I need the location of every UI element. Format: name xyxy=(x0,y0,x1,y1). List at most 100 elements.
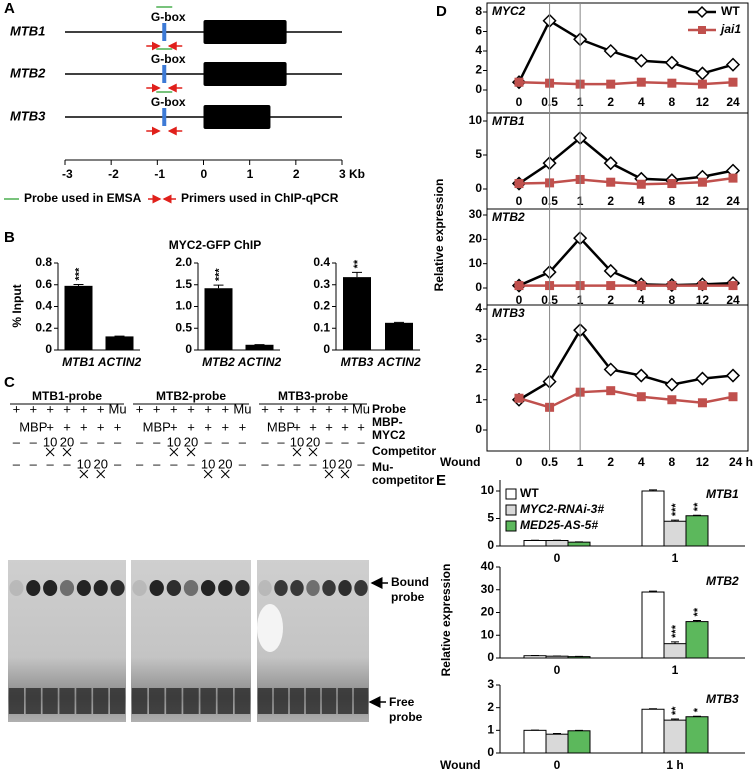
error-bar xyxy=(352,271,362,278)
marker xyxy=(606,177,616,187)
x-tick-label: 3 Kb xyxy=(339,167,365,181)
lane-cell: + xyxy=(13,401,21,416)
bar xyxy=(523,655,547,659)
lane-cell: – xyxy=(277,456,285,471)
marker xyxy=(697,79,707,89)
marker xyxy=(728,392,738,402)
chart-title: MYC2 xyxy=(492,4,526,18)
lane-cell: – xyxy=(239,456,247,471)
lane-cell: + xyxy=(187,419,195,434)
x-tick-label: 2 xyxy=(607,95,614,109)
bar xyxy=(641,591,665,659)
bar xyxy=(685,515,709,547)
x-tick-label: 1 xyxy=(672,663,679,677)
marker xyxy=(634,368,649,383)
significance: ** xyxy=(692,502,704,511)
bound-band xyxy=(76,580,91,596)
bound-band xyxy=(9,580,24,596)
gbox-label: G-box xyxy=(151,52,186,66)
x-tick-label: 4 xyxy=(638,194,645,208)
panel-label: D xyxy=(436,3,447,20)
lane-cell: – xyxy=(30,434,38,449)
y-axis-label: Relative expression xyxy=(439,564,453,677)
y-tick-label: 0 xyxy=(487,650,494,664)
lane-cell: + xyxy=(293,401,301,416)
marker xyxy=(667,395,677,405)
x-tick-label: 1 h xyxy=(666,758,683,772)
cross xyxy=(203,469,213,479)
free-band xyxy=(76,688,92,714)
free-band xyxy=(353,688,369,714)
marker xyxy=(664,55,679,70)
free-band xyxy=(273,688,289,714)
lane-cell: + xyxy=(97,419,105,434)
bar xyxy=(567,541,591,547)
lane-cell: Mu xyxy=(352,401,370,416)
bound-band xyxy=(43,580,58,596)
panel-label: B xyxy=(4,229,15,246)
lane-cell: + xyxy=(46,419,54,434)
legend-marker xyxy=(698,26,706,34)
marker xyxy=(603,362,618,377)
marker xyxy=(514,281,524,291)
plot-frame xyxy=(486,304,749,452)
lane-cell: + xyxy=(221,401,229,416)
bound-band xyxy=(26,580,41,596)
series-line xyxy=(518,327,734,401)
x-tick-label: 24 xyxy=(726,194,740,208)
free-band xyxy=(257,688,273,714)
bound-band xyxy=(149,580,164,596)
y-tick-label: 40 xyxy=(481,559,495,573)
lane-cell: + xyxy=(29,401,37,416)
legend-swatch xyxy=(505,520,517,532)
significance: ** xyxy=(692,607,704,616)
lane-cell: 20 xyxy=(93,456,107,471)
y-tick-label: 20 xyxy=(481,605,495,619)
x-tick-label: 8 xyxy=(669,293,676,307)
free-band xyxy=(93,688,109,714)
cross xyxy=(45,447,55,457)
lane-cell: – xyxy=(222,434,230,449)
bound-band xyxy=(258,580,272,596)
x-tick-label: 12 xyxy=(696,293,710,307)
lane-cell: + xyxy=(170,401,178,416)
legend-label: MED25-AS-5# xyxy=(520,518,598,532)
bar xyxy=(641,708,665,754)
bar xyxy=(685,621,709,659)
x-tick-label: 1 xyxy=(247,167,254,181)
lane-cell: 20 xyxy=(338,456,352,471)
bound-label: Bound xyxy=(391,575,429,589)
y-tick-label: 0 xyxy=(45,342,52,356)
y-tick-label: 2 xyxy=(475,362,482,376)
y-tick-label: 0.8 xyxy=(35,255,52,269)
chart-title: MTB2 xyxy=(492,210,525,224)
lane-cell: – xyxy=(205,434,213,449)
cross xyxy=(308,447,318,457)
lane-cell: – xyxy=(325,434,333,449)
legend-label: WT xyxy=(721,4,740,18)
lane-cell: + xyxy=(293,419,301,434)
significance: ** xyxy=(352,259,364,268)
exon xyxy=(203,105,271,129)
significance: *** xyxy=(670,624,682,638)
row-label: Mu- xyxy=(372,460,393,474)
bound-band xyxy=(274,580,288,596)
lane-cell: + xyxy=(97,401,105,416)
y-tick-label: 20 xyxy=(469,232,483,246)
series-line xyxy=(518,389,734,409)
lane-cell: + xyxy=(63,401,71,416)
bar xyxy=(545,733,569,754)
bar xyxy=(567,730,591,754)
lane-cell: + xyxy=(46,401,54,416)
y-tick-label: 0 xyxy=(475,82,482,96)
row-label: Competitor xyxy=(372,444,436,458)
bound-label: probe xyxy=(391,590,425,604)
cross xyxy=(220,469,230,479)
free-band xyxy=(59,688,75,714)
lane-cell: + xyxy=(80,419,88,434)
lane-cell: MBP xyxy=(143,419,171,434)
marker xyxy=(634,53,649,68)
bound-band xyxy=(218,580,233,596)
y-tick-label: 0.3 xyxy=(313,277,330,291)
x-tick-label: -1 xyxy=(154,167,165,181)
